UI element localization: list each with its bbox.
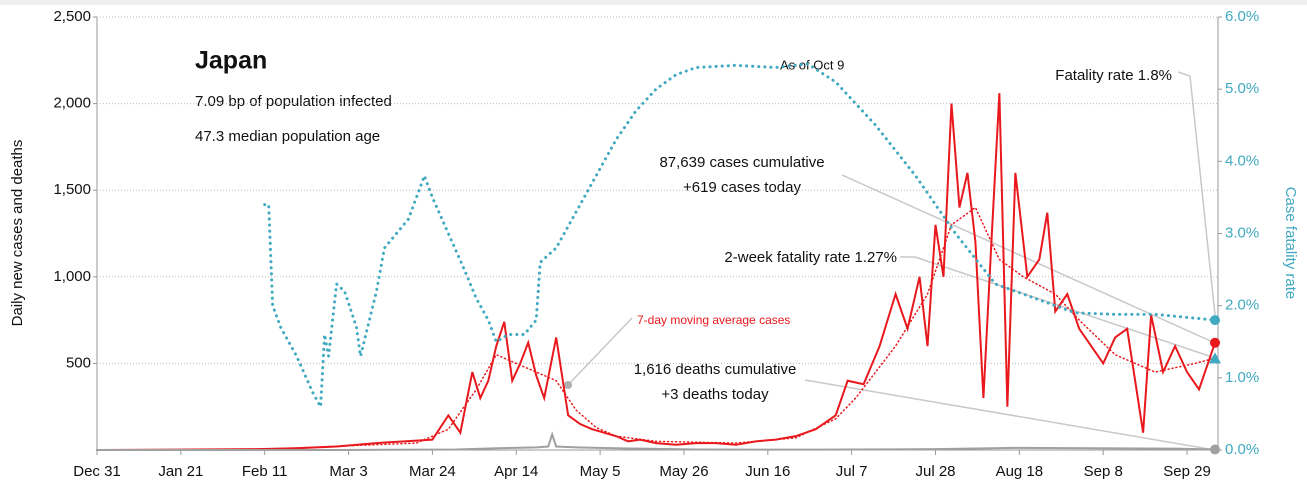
x-tick-label: Jan 21 [158,463,203,480]
legend-label: 7-day moving average cases [637,313,790,327]
annotation: +619 cases today [683,179,802,196]
y2-tick-label: 3.0% [1225,224,1259,241]
series-line [96,93,1216,451]
end-marker [1209,352,1221,364]
top-band [0,0,1307,5]
y2-tick-label: 2.0% [1225,297,1259,314]
subtitle: 7.09 bp of population infected [195,93,392,110]
y-tick-label: 2,500 [53,8,91,25]
annotation: 1,616 deaths cumulative [634,361,797,378]
x-tick-label: May 5 [580,463,621,480]
x-tick-label: Sep 29 [1163,463,1211,480]
y2-tick-label: 4.0% [1225,152,1259,169]
y2-tick-label: 6.0% [1225,8,1259,25]
end-marker [1210,315,1220,326]
leader-line [1177,71,1216,316]
leader-dot [564,381,572,389]
y-tick-label: 500 [66,354,91,371]
end-marker [1210,337,1220,348]
x-tick-label: Feb 11 [242,463,288,480]
y-tick-label: 1,000 [53,268,91,285]
x-tick-label: May 26 [659,463,708,480]
x-tick-label: Sep 8 [1084,463,1123,480]
x-tick-label: Mar 3 [329,463,367,480]
x-tick-label: Mar 24 [409,463,456,480]
leader-line [841,174,1216,344]
series-line [96,206,1216,451]
x-tick-label: Jun 16 [745,463,790,480]
x-tick-label: Apr 14 [494,463,538,480]
annotation: +3 deaths today [661,386,769,403]
subtitle: 47.3 median population age [195,128,380,145]
x-tick-label: Jul 28 [915,463,955,480]
end-marker [1210,444,1220,455]
series-line [96,431,1216,451]
leader-line [567,317,633,386]
x-tick-label: Dec 31 [73,463,121,480]
y2-tick-label: 5.0% [1225,80,1259,97]
leader-line [804,379,1216,451]
y2-tick-label: 0.0% [1225,441,1259,458]
annotation: Fatality rate 1.8% [1055,67,1172,84]
annotation: As of Oct 9 [780,57,844,72]
annotation: 2-week fatality rate 1.27% [724,249,897,266]
y-tick-label: 1,500 [53,181,91,198]
y2-tick-label: 1.0% [1225,369,1259,386]
chart-title: Japan [195,47,267,75]
y-axis-label: Daily new cases and deaths [9,140,26,327]
x-tick-label: Aug 18 [996,463,1044,480]
series-line [263,62,1217,412]
y2-axis-label: Case fatality rate [1282,187,1299,300]
leader-line [900,256,1216,359]
y-tick-label: 2,000 [53,95,91,112]
annotation: 87,639 cases cumulative [659,154,824,171]
x-tick-label: Jul 7 [836,463,868,480]
